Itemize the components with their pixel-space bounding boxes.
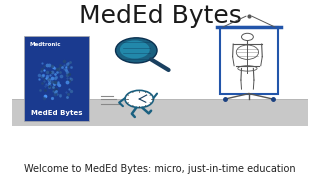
Circle shape xyxy=(242,33,253,40)
Text: Welcome to MedEd Bytes: micro, just-in-time education: Welcome to MedEd Bytes: micro, just-in-t… xyxy=(24,164,296,174)
Polygon shape xyxy=(12,99,308,126)
Text: MedEd Bytes: MedEd Bytes xyxy=(30,110,82,116)
Text: Medtronic: Medtronic xyxy=(29,42,61,47)
Circle shape xyxy=(125,90,154,108)
FancyBboxPatch shape xyxy=(24,36,89,121)
Circle shape xyxy=(116,38,157,63)
Circle shape xyxy=(120,40,150,58)
Text: MedEd Bytes: MedEd Bytes xyxy=(79,4,241,28)
FancyBboxPatch shape xyxy=(220,27,278,94)
